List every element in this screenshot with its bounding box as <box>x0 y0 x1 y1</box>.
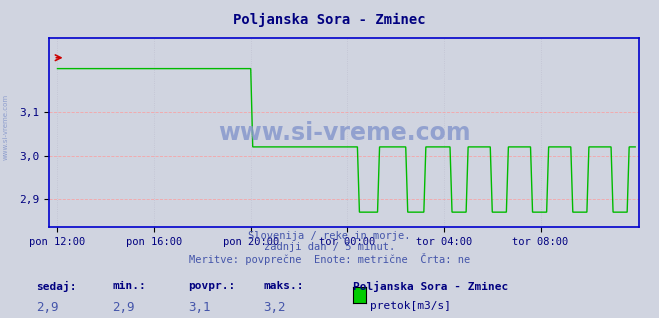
Text: Slovenija / reke in morje.: Slovenija / reke in morje. <box>248 231 411 240</box>
Text: www.si-vreme.com: www.si-vreme.com <box>2 94 9 160</box>
Text: www.si-vreme.com: www.si-vreme.com <box>218 121 471 145</box>
Text: zadnji dan / 5 minut.: zadnji dan / 5 minut. <box>264 242 395 252</box>
Text: pretok[m3/s]: pretok[m3/s] <box>370 301 451 310</box>
Text: 2,9: 2,9 <box>112 301 134 314</box>
Text: min.:: min.: <box>112 281 146 291</box>
Text: Meritve: povprečne  Enote: metrične  Črta: ne: Meritve: povprečne Enote: metrične Črta:… <box>189 253 470 265</box>
Text: 2,9: 2,9 <box>36 301 59 314</box>
Text: sedaj:: sedaj: <box>36 281 76 293</box>
Text: povpr.:: povpr.: <box>188 281 235 291</box>
Text: maks.:: maks.: <box>264 281 304 291</box>
Text: Poljanska Sora - Zminec: Poljanska Sora - Zminec <box>233 13 426 27</box>
Text: Poljanska Sora - Zminec: Poljanska Sora - Zminec <box>353 281 508 293</box>
Text: 3,1: 3,1 <box>188 301 210 314</box>
Text: 3,2: 3,2 <box>264 301 286 314</box>
